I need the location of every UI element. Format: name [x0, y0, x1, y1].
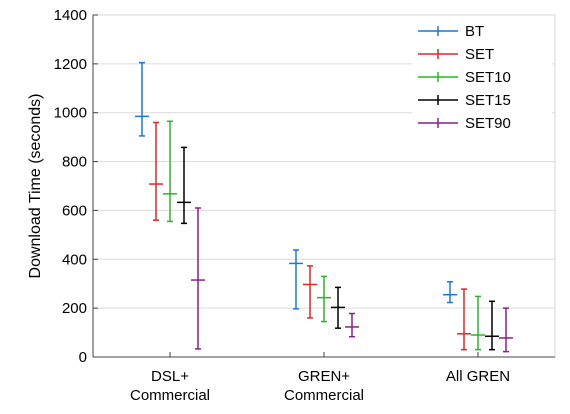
axes: 0 200 400 600 800 1000 1200 1400 DSL+ Commercial G… [54, 7, 555, 404]
legend-label: BT [465, 23, 484, 40]
y-tick-label: 200 [62, 300, 87, 317]
series-bt [135, 61, 457, 310]
y-tick-label: 1200 [54, 56, 87, 73]
x-category-label: GREN+ [298, 368, 350, 385]
y-tick-label: 400 [62, 251, 87, 268]
legend-box [412, 20, 552, 158]
y-tick-label: 1000 [54, 105, 87, 122]
data-series [135, 61, 513, 353]
y-tick-label: 0 [79, 349, 87, 366]
y-tick-label: 800 [62, 154, 87, 171]
y-tick-label: 1400 [54, 7, 87, 24]
x-category-label: Commercial [130, 387, 210, 404]
legend: BT SET SET10 SET15 SET90 [412, 20, 552, 158]
series-set90 [191, 207, 513, 353]
series-set10 [163, 120, 485, 351]
x-category-label: Commercial [284, 387, 364, 404]
y-tick-label: 600 [62, 202, 87, 219]
x-category-label: DSL+ [151, 368, 189, 385]
series-set [149, 121, 471, 351]
x-category-label: All GREN [446, 368, 510, 385]
legend-label: SET10 [465, 69, 511, 86]
legend-label: SET15 [465, 92, 511, 109]
series-set15 [177, 146, 499, 351]
legend-label: SET90 [465, 115, 511, 132]
y-axis-title: Download Time (seconds) [27, 94, 44, 279]
legend-label: SET [465, 46, 494, 63]
